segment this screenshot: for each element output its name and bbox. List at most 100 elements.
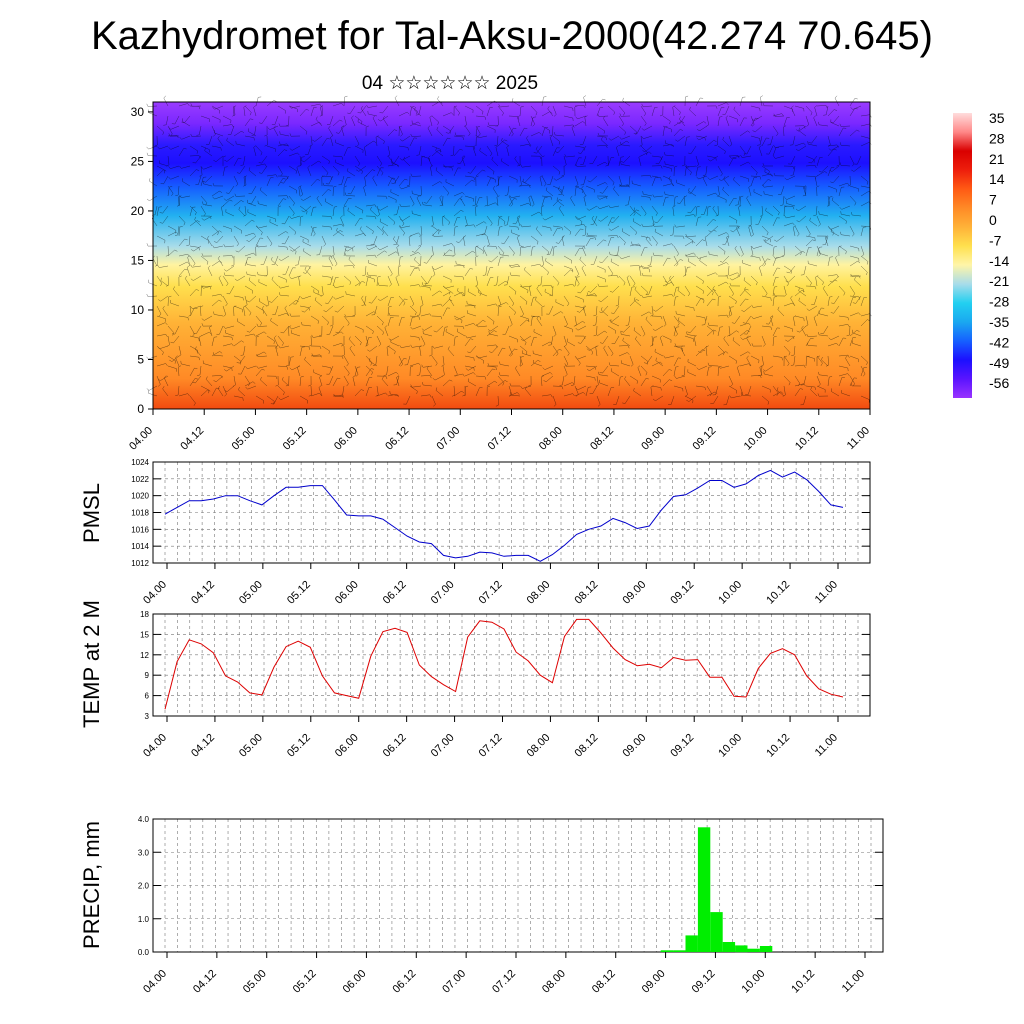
x-tick-label: 10.12 xyxy=(793,425,821,453)
x-tick-label: 05.12 xyxy=(281,425,309,453)
y-tick-label: 15 xyxy=(131,253,145,267)
x-tick-label-precip: 10.00 xyxy=(739,968,767,996)
x-tick-label: 08.00 xyxy=(537,425,565,453)
colorbar-label: -21 xyxy=(989,273,1009,289)
x-tick-label: 09.12 xyxy=(691,425,719,453)
x-tick-label-pmsl: 09.00 xyxy=(620,579,648,607)
y-tick-label: 4.0 xyxy=(138,815,150,824)
colorbar-label: -42 xyxy=(989,334,1009,350)
temp-ylabel: TEMP at 2 M xyxy=(79,600,104,728)
x-tick-label: 06.00 xyxy=(332,425,360,453)
y-tick-label: 0 xyxy=(137,402,144,416)
colorbar-label: -28 xyxy=(989,294,1009,310)
precip-bar xyxy=(673,950,686,952)
x-tick-label-temp: 10.12 xyxy=(764,732,792,760)
x-tick-label-temp: 08.12 xyxy=(573,732,601,760)
x-tick-label: 06.12 xyxy=(383,425,411,453)
y-tick-label: 15 xyxy=(140,630,149,639)
x-tick-label-pmsl: 04.12 xyxy=(189,579,217,607)
x-tick-label-pmsl: 08.12 xyxy=(573,579,601,607)
x-tick-label-pmsl: 10.00 xyxy=(716,579,744,607)
x-tick-label-pmsl: 05.00 xyxy=(237,579,265,607)
colorbar-label: -49 xyxy=(989,355,1009,371)
x-tick-label-precip: 10.12 xyxy=(789,968,817,996)
y-tick-label: 20 xyxy=(131,204,145,218)
x-tick-label-precip: 05.00 xyxy=(241,968,269,996)
x-tick-label-temp: 10.00 xyxy=(716,732,744,760)
page-title: Kazhydromet for Tal-Aksu-2000(42.274 70.… xyxy=(91,14,933,58)
x-tick-label-pmsl: 11.00 xyxy=(813,579,840,606)
x-tick-label-precip: 11.00 xyxy=(840,968,867,995)
colorbar-label: 14 xyxy=(989,171,1005,187)
temp-panel: 3 6 9 12 15 18 TEMP at 2 M xyxy=(79,600,871,728)
colorbar-label: -14 xyxy=(989,253,1009,269)
page-subtitle: 04 ☆☆☆☆☆☆ 2025 xyxy=(361,73,539,94)
colorbar-label: 7 xyxy=(989,192,997,208)
x-tick-label: 04.00 xyxy=(127,425,155,453)
x-tick-label-temp: 05.00 xyxy=(237,732,265,760)
pmsl-frame xyxy=(152,461,871,564)
x-tick-label-temp: 06.00 xyxy=(333,732,361,760)
temp-frame xyxy=(152,613,871,717)
x-tick-label-pmsl: 08.00 xyxy=(525,579,553,607)
x-tick-label-temp: 07.12 xyxy=(477,732,505,760)
precip-bar xyxy=(735,945,748,953)
temp-series-line xyxy=(164,618,844,710)
x-tick-label-precip: 06.12 xyxy=(390,968,418,996)
x-tick-label-precip: 05.12 xyxy=(291,968,319,996)
y-tick-label: 3 xyxy=(145,712,150,721)
colorbar-label: -7 xyxy=(989,232,1002,248)
x-tick-label-temp: 04.12 xyxy=(189,732,217,760)
x-tick-label-temp: 05.12 xyxy=(285,732,313,760)
x-tick-label: 10.00 xyxy=(742,425,770,453)
colorbar-label: 21 xyxy=(989,151,1005,167)
x-tick-label: 05.00 xyxy=(230,425,258,453)
x-tick-label-pmsl: 06.12 xyxy=(381,579,409,607)
y-tick-label: 1012 xyxy=(131,559,149,568)
y-tick-label: 1024 xyxy=(131,458,149,467)
y-tick-label: 1.0 xyxy=(138,915,150,924)
x-tick-label-precip: 04.00 xyxy=(141,968,169,996)
wind-barbs xyxy=(146,95,872,407)
pmsl-series-line xyxy=(164,469,844,562)
precip-frame xyxy=(152,818,884,953)
x-tick-label-pmsl: 07.00 xyxy=(429,579,457,607)
x-tick-label-pmsl: 04.00 xyxy=(141,579,169,607)
y-tick-label: 1014 xyxy=(131,542,149,551)
x-tick-label-precip: 04.12 xyxy=(191,968,219,996)
y-tick-label: 0.0 xyxy=(138,948,150,957)
x-tick-label: 11.00 xyxy=(845,425,872,452)
precip-bar xyxy=(747,948,760,952)
y-tick-label: 6 xyxy=(145,692,150,701)
x-tick-label-precip: 09.12 xyxy=(690,968,718,996)
y-tick-label: 1022 xyxy=(131,475,149,484)
colorbar-label: 35 xyxy=(989,110,1005,126)
colorbar-label: 0 xyxy=(989,212,997,228)
x-tick-label-precip: 06.00 xyxy=(341,968,369,996)
precip-bar xyxy=(759,946,773,952)
x-tick-label-pmsl: 06.00 xyxy=(333,579,361,607)
x-tick-label-temp: 11.00 xyxy=(813,732,840,759)
colorbar-label: 28 xyxy=(989,130,1005,146)
x-tick-label: 04.12 xyxy=(178,425,206,453)
colorbar-label: -35 xyxy=(989,314,1009,330)
y-tick-label: 18 xyxy=(140,610,149,619)
precip-bar xyxy=(685,935,698,952)
pmsl-ylabel: PMSL xyxy=(79,483,104,543)
y-tick-label: 2.0 xyxy=(138,882,150,891)
colorbar xyxy=(953,113,972,398)
precip-bar xyxy=(710,912,723,952)
y-tick-label: 5 xyxy=(137,352,144,366)
precip-ylabel: PRECIP, mm xyxy=(79,821,104,949)
pmsl-panel: 1012 1014 1016 1018 1020 1022 1024 PMSL xyxy=(79,458,871,568)
y-tick-label: 3.0 xyxy=(138,848,150,857)
x-tick-label-temp: 08.00 xyxy=(525,732,553,760)
x-tick-label-temp: 04.00 xyxy=(141,732,169,760)
x-tick-label-pmsl: 09.12 xyxy=(668,579,696,607)
precip-bar xyxy=(697,827,711,952)
y-tick-label: 9 xyxy=(145,671,150,680)
x-tick-label-temp: 09.12 xyxy=(668,732,696,760)
y-tick-label: 30 xyxy=(131,105,145,119)
x-tick-label: 09.00 xyxy=(639,425,667,453)
